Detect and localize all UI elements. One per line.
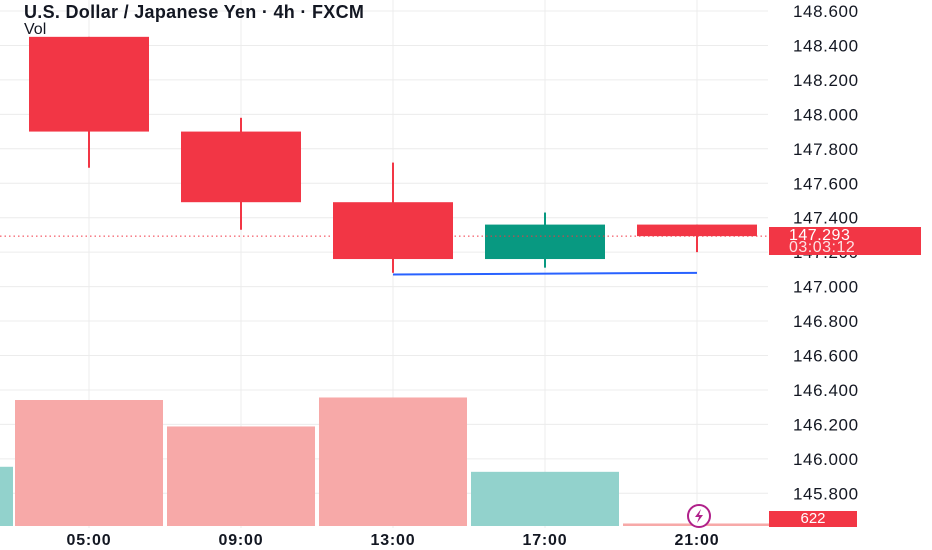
price-tick-label: 147.600	[793, 174, 859, 193]
price-tick-label: 147.400	[793, 209, 859, 228]
volume-bar	[471, 471, 619, 526]
time-axis[interactable]: 05:00 09:00 13:00 17:00 21:00	[67, 532, 720, 549]
time-tick-label: 13:00	[371, 532, 416, 549]
volume-indicator-label[interactable]: Vol	[24, 21, 47, 38]
price-tick-label: 146.800	[793, 312, 859, 331]
volume-bar	[15, 400, 163, 526]
symbol-title[interactable]: U.S. Dollar / Japanese Yen · 4h · FXCM	[24, 2, 365, 22]
candle-body	[485, 224, 605, 260]
last-price-value: 147.293	[789, 227, 851, 244]
price-tick-label: 145.800	[793, 484, 859, 503]
time-tick-label: 17:00	[523, 532, 568, 549]
last-price-tag: 147.293 03:03:12	[769, 227, 921, 256]
volume-bar	[167, 426, 315, 526]
candle-body	[181, 131, 301, 203]
price-tick-label: 146.000	[793, 450, 859, 469]
price-tick-label: 148.000	[793, 105, 859, 124]
price-tick-label: 147.800	[793, 140, 859, 159]
candlesticks	[29, 36, 757, 273]
price-tick-label: 146.600	[793, 347, 859, 366]
time-tick-label: 05:00	[67, 532, 112, 549]
price-tick-label: 148.200	[793, 71, 859, 90]
price-tick-label: 147.000	[793, 278, 859, 297]
price-tick-label: 146.400	[793, 381, 859, 400]
price-tick-label: 148.600	[793, 2, 859, 21]
chart-legend: U.S. Dollar / Japanese Yen · 4h · FXCM V…	[24, 2, 364, 38]
price-tick-label: 146.200	[793, 415, 859, 434]
candle-body	[637, 224, 757, 237]
volume-bars	[0, 397, 771, 526]
candle-body	[333, 202, 453, 260]
candle-body	[29, 36, 149, 132]
overlays	[0, 235, 768, 528]
trendline	[392, 271, 698, 276]
time-tick-label: 09:00	[219, 532, 264, 549]
volume-bar	[0, 466, 13, 526]
price-axis[interactable]: 148.600 148.400 148.200 148.000 147.800 147.6…	[793, 2, 859, 503]
time-tick-label: 21:00	[675, 532, 720, 549]
bar-countdown: 03:03:12	[789, 239, 856, 256]
lightning-bolt	[695, 509, 703, 523]
volume-bar	[319, 397, 467, 526]
price-tick-label: 148.400	[793, 36, 859, 55]
volume-value-tag: 622	[769, 511, 857, 527]
